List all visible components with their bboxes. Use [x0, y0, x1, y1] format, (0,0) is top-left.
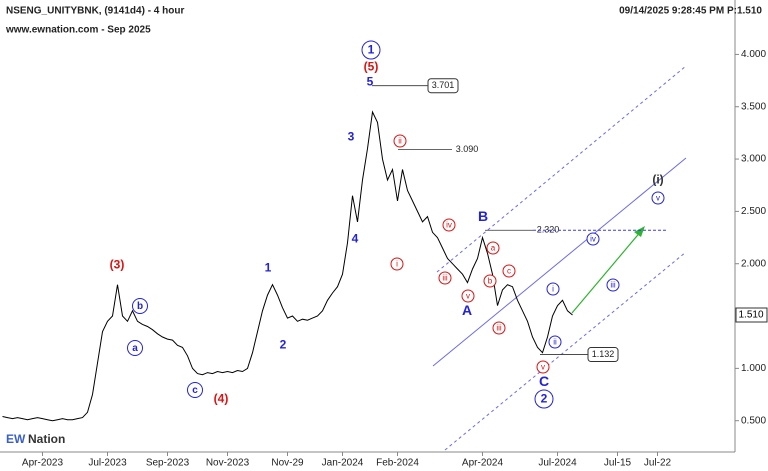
wave-label: iv — [590, 235, 596, 244]
wave-label: i — [396, 260, 398, 269]
wave-label: 5 — [367, 75, 374, 89]
x-tick-label: Jul-15 — [604, 458, 632, 469]
channel-line — [432, 157, 687, 367]
wave-circle — [502, 264, 516, 278]
level-label: 3.701 — [432, 80, 455, 90]
wave-label: v — [541, 363, 545, 372]
x-tick-label: Sep-2023 — [146, 458, 190, 469]
wave-label: v — [466, 292, 470, 301]
level-box — [587, 347, 619, 363]
arrow — [571, 229, 643, 314]
wave-label: c — [507, 267, 511, 276]
wave-circle — [483, 274, 497, 288]
last-price-label: 1.510 — [738, 310, 763, 321]
wave-label: v — [656, 194, 660, 203]
wave-label: A — [462, 302, 472, 318]
y-tick-label: 4.000 — [741, 49, 766, 60]
x-tick-label: Apr-2023 — [22, 458, 64, 469]
wave-circle — [586, 232, 600, 246]
price-line — [2, 110, 573, 422]
timestamp: 09/14/2025 9:28:45 PM P:1.510 — [619, 6, 762, 17]
title: NSENG_UNITYBNK, (9141d4) - 4 hour — [6, 6, 184, 17]
wave-circle — [187, 382, 203, 398]
wave-label: 2 — [541, 392, 548, 406]
wave-label: b — [488, 277, 493, 286]
wave-circle — [534, 389, 554, 409]
wave-circle — [361, 40, 381, 60]
wave-circle — [442, 218, 456, 232]
channel — [432, 65, 687, 451]
level-label: 3.090 — [456, 144, 479, 154]
x-tick-label: Jan-2024 — [322, 458, 364, 469]
wave-label: b — [137, 301, 143, 312]
wave-label: 1 — [265, 261, 272, 275]
wave-label: C — [539, 373, 549, 389]
wave-circle — [606, 278, 620, 292]
x-tick-label: Jul-2023 — [88, 458, 127, 469]
wave-label: B — [478, 208, 488, 224]
channel-line — [444, 251, 687, 451]
wave-label: 1 — [368, 43, 375, 57]
wave-label: ii — [553, 338, 557, 347]
x-tick-label: Nov-29 — [271, 458, 304, 469]
x-tick-label: Jul-22 — [644, 458, 672, 469]
level-label: 1.132 — [592, 349, 615, 359]
wave-label: (3) — [110, 258, 125, 272]
logo-text: Nation — [28, 432, 65, 446]
arrow-head — [634, 226, 645, 237]
wave-circle — [127, 340, 143, 356]
wave-label: iii — [442, 274, 448, 283]
y-tick-label: 1.000 — [741, 363, 766, 374]
wave-circle — [546, 282, 560, 296]
wave-circle — [132, 298, 148, 314]
wave-label: iii — [610, 281, 616, 290]
wave-circle — [548, 335, 562, 349]
level-box — [427, 78, 459, 94]
wave-label: a — [132, 343, 138, 354]
y-tick-label: 0.500 — [741, 415, 766, 426]
wave-label: 4 — [352, 232, 359, 246]
y-tick-label: 3.500 — [741, 101, 766, 112]
wave-label: iii — [496, 324, 502, 333]
wave-label: a — [491, 244, 496, 253]
subtitle: www.ewnation.com - Sep 2025 — [5, 25, 151, 36]
last-price-box — [735, 307, 768, 323]
wave-label: (4) — [214, 392, 229, 406]
wave-label: (i) — [652, 173, 663, 187]
wave-label: c — [192, 385, 198, 396]
y-tick-label: 2.000 — [741, 258, 766, 269]
wave-circle — [486, 241, 500, 255]
wave-circle — [651, 191, 665, 205]
wave-label: iv — [446, 221, 452, 230]
wave-circle — [438, 271, 452, 285]
wave-circle — [461, 289, 475, 303]
wave-circle — [536, 360, 550, 374]
x-tick-label: Nov-2023 — [206, 458, 250, 469]
x-tick-label: Jul-2024 — [538, 458, 577, 469]
wave-circle — [393, 134, 407, 148]
logo-mark: EW — [6, 432, 26, 446]
logo: EW Nation — [6, 432, 65, 446]
x-tick-label: Apr-2024 — [462, 458, 504, 469]
wave-circle — [492, 321, 506, 335]
wave-label: ii — [398, 137, 402, 146]
wave-circle — [390, 257, 404, 271]
x-tick-label: Feb-2024 — [376, 458, 419, 469]
wave-label: 3 — [348, 130, 355, 144]
wave-label: i — [552, 285, 554, 294]
y-tick-label: 3.000 — [741, 154, 766, 165]
level-label: 2.320 — [537, 225, 560, 235]
y-tick-label: 2.500 — [741, 206, 766, 217]
wave-label: 2 — [280, 338, 287, 352]
wave-label: (5) — [364, 60, 379, 74]
